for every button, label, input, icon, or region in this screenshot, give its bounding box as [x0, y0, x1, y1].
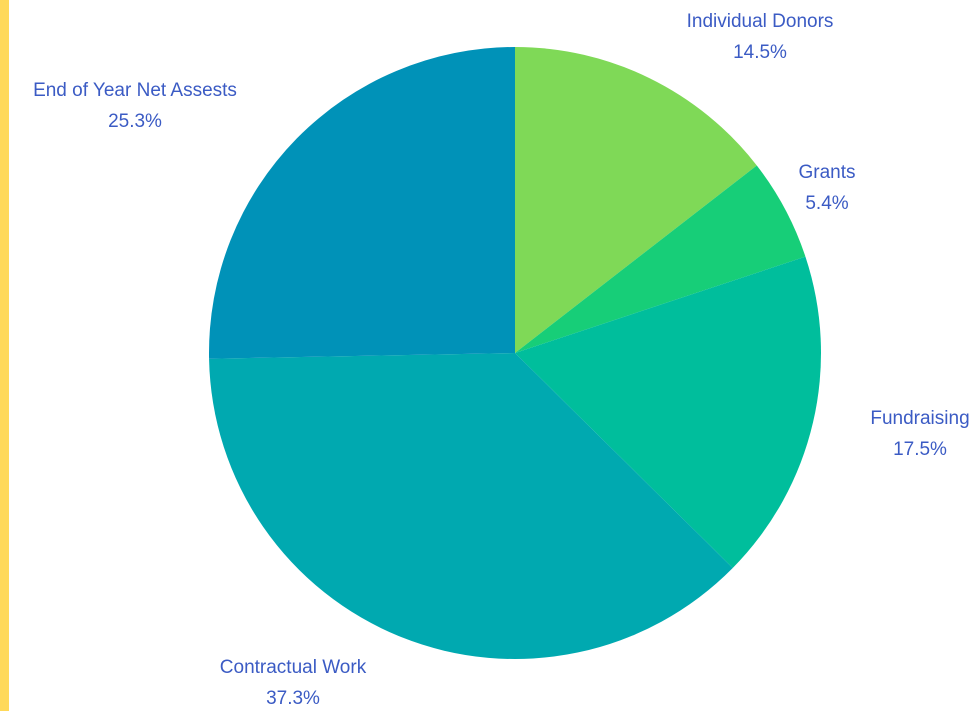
pie-slice-contractual-work [209, 353, 733, 660]
pie-slices [208, 47, 821, 660]
slice-label: Contractual Work [220, 657, 367, 678]
slice-percent-label: 14.5% [733, 42, 787, 63]
slice-percent-label: 17.5% [893, 439, 947, 460]
slice-label: Individual Donors [687, 11, 834, 32]
accent-bar [0, 0, 9, 711]
pie-slice-end-of-year-net-assests [208, 47, 515, 359]
pie-labels: Individual Donors 14.5% Grants 5.4% Fundrais… [33, 11, 970, 709]
slice-label: Fundraising [870, 408, 969, 429]
pie-slice-grants [515, 165, 806, 353]
slice-percent-label: 5.4% [805, 193, 848, 214]
slice-percent-label: 37.3% [266, 688, 320, 709]
slice-label: Grants [798, 162, 855, 183]
slice-label: End of Year Net Assests [33, 80, 237, 101]
slice-percent-label: 25.3% [108, 111, 162, 132]
pie-slice-individual-donors [515, 47, 757, 353]
pie-slice-fundraising [515, 256, 821, 569]
